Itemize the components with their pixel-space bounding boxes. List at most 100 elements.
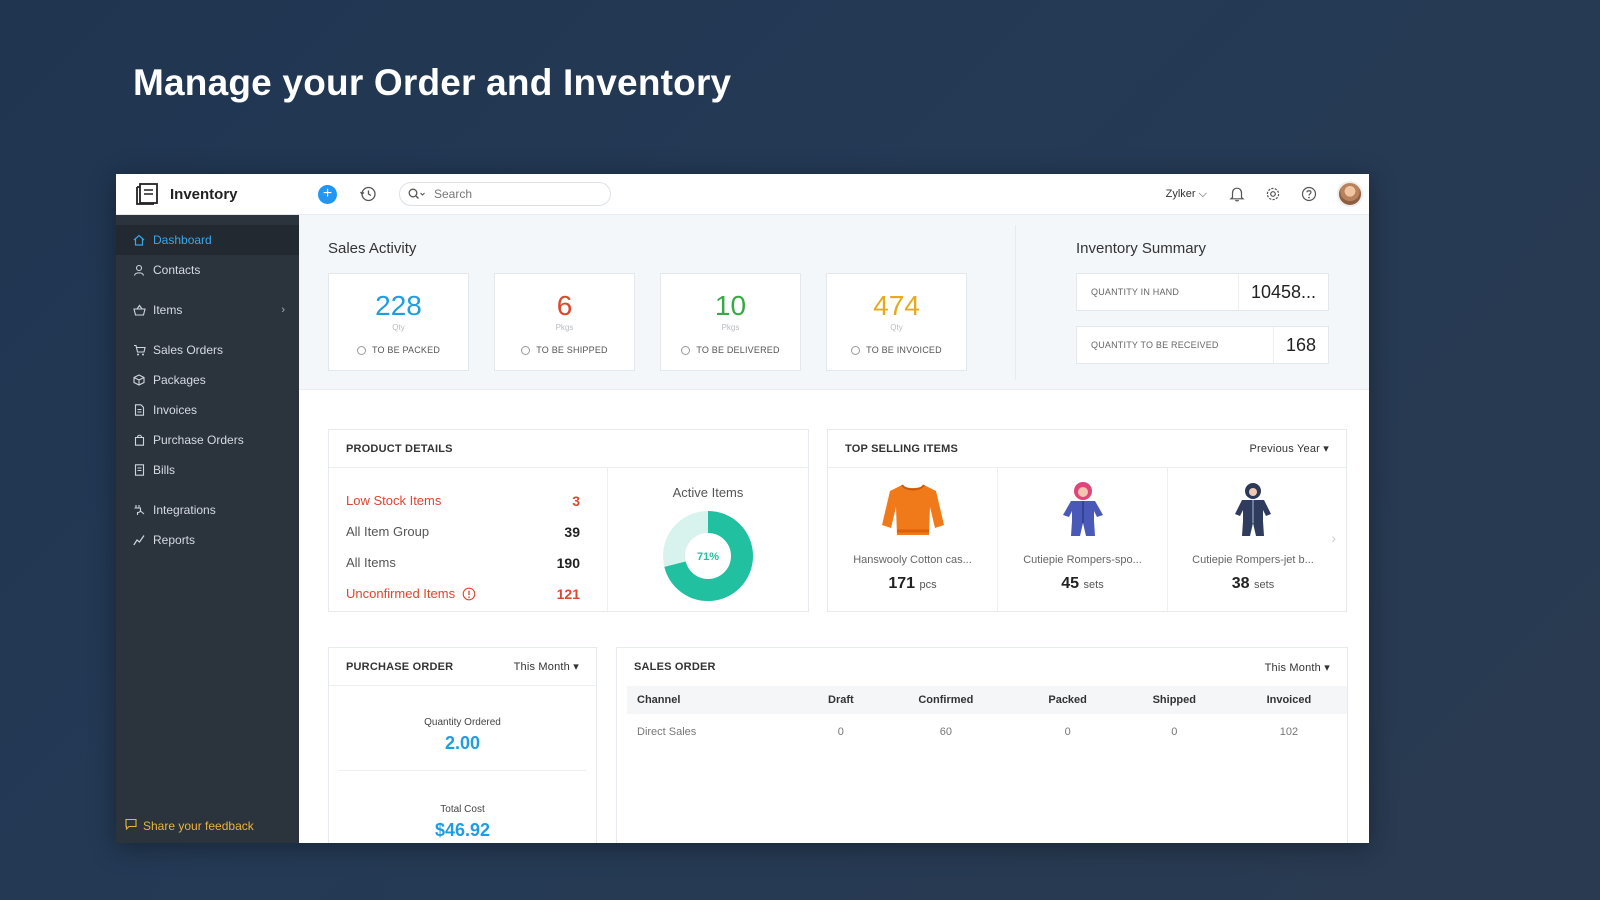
panel-title: PRODUCT DETAILS (346, 442, 453, 455)
item-qty: 171 (888, 575, 916, 592)
summary-value: 10458... (1237, 274, 1328, 310)
sidebar-item-reports[interactable]: Reports (116, 525, 299, 555)
plug-icon (132, 503, 146, 517)
info-icon (462, 587, 476, 600)
period-label: This Month (1264, 661, 1321, 674)
all-items-row[interactable]: All Items 190 (346, 547, 580, 578)
item-unit: pcs (919, 579, 937, 591)
row-label: All Item Group (346, 524, 430, 539)
card-label-row: TO BE DELIVERED (661, 345, 800, 355)
period-label: Previous Year (1249, 443, 1320, 455)
top-item-card[interactable]: Cutiepie Rompers-jet b... 38 sets (1168, 468, 1338, 611)
brand[interactable]: Inventory (116, 174, 299, 215)
product-details-panel: PRODUCT DETAILS Low Stock Items 3 All Ite… (328, 429, 809, 612)
donut-arc (663, 511, 753, 601)
item-qty-row: 38 sets (1168, 575, 1338, 593)
chevron-down-icon: ⌵ (1198, 187, 1207, 200)
inventory-summary-title: Inventory Summary (1076, 240, 1207, 257)
sidebar-item-label: Integrations (153, 503, 216, 517)
chevron-right-icon[interactable]: › (1331, 530, 1336, 546)
sidebar-item-integrations[interactable]: Integrations (116, 495, 299, 525)
sidebar-item-label: Items (153, 303, 183, 317)
table-cell: 102 (1279, 726, 1299, 738)
card-label: TO BE SHIPPED (536, 345, 608, 355)
quantity-in-hand-row: QUANTITY IN HAND 10458... (1076, 273, 1329, 311)
item-qty: 38 (1231, 575, 1250, 592)
plus-icon: + (322, 185, 333, 202)
cart-icon (132, 343, 146, 357)
period-dropdown[interactable]: This Month ▾ (1265, 661, 1330, 674)
to-be-delivered-card[interactable]: 10 Pkgs TO BE DELIVERED (660, 273, 801, 371)
bag-icon (132, 433, 146, 447)
top-item-card[interactable]: Cutiepie Rompers-spo... 45 sets (998, 468, 1168, 611)
low-stock-items-row[interactable]: Low Stock Items 3 (346, 485, 580, 516)
column-header: Draft (807, 686, 875, 714)
table-cell: 0 (1064, 726, 1071, 738)
nav-gap (116, 325, 299, 335)
row-value: 121 (556, 585, 580, 602)
org-switcher[interactable]: Zylker ⌵ (1166, 188, 1207, 201)
period-dropdown[interactable]: Previous Year ▾ (1250, 442, 1329, 455)
caret-down-icon: ▾ (1323, 443, 1329, 455)
card-value: 228 (375, 290, 422, 321)
card-value: 474 (873, 290, 920, 321)
romper-icon (1062, 482, 1103, 536)
org-name: Zylker (1165, 187, 1196, 200)
feedback-icon (125, 818, 137, 833)
notifications-button[interactable] (1229, 186, 1245, 202)
sidebar-item-invoices[interactable]: Invoices (116, 395, 299, 425)
all-item-group-row[interactable]: All Item Group 39 (346, 516, 580, 547)
column-header: Invoiced (1230, 686, 1347, 714)
active-items-title: Active Items (672, 485, 744, 500)
item-name: Cutiepie Rompers-jet b... (1192, 554, 1314, 566)
table-cell: 0 (837, 726, 844, 738)
product-image (828, 480, 997, 540)
quick-create-button[interactable]: + (318, 184, 337, 204)
top-item-card[interactable]: Hanswooly Cotton cas... 171 pcs (828, 468, 998, 611)
purchase-order-body: Quantity Ordered 2.00 Total Cost $46.92 (329, 717, 596, 841)
item-qty: 45 (1061, 575, 1080, 592)
item-name: Cutiepie Rompers-spo... (1023, 554, 1142, 566)
search-input[interactable] (434, 187, 594, 201)
sidebar-item-contacts[interactable]: Contacts (116, 255, 299, 285)
purchase-order-panel: PURCHASE ORDER This Month ▾ Quantity Ord… (328, 647, 597, 843)
unconfirmed-items-row[interactable]: Unconfirmed Items 121 (346, 578, 580, 609)
to-be-packed-card[interactable]: 228 Qty TO BE PACKED (328, 273, 469, 371)
inventory-logo-icon (136, 183, 158, 205)
sidebar-item-dashboard[interactable]: Dashboard (116, 225, 299, 255)
sidebar-item-packages[interactable]: Packages (116, 365, 299, 395)
sidebar-item-label: Reports (153, 533, 196, 547)
period-dropdown[interactable]: This Month ▾ (514, 660, 579, 673)
column-header: Packed (1017, 686, 1118, 714)
nav-gap (116, 485, 299, 495)
to-be-shipped-card[interactable]: 6 Pkgs TO BE SHIPPED (494, 273, 635, 371)
settings-button[interactable] (1265, 186, 1281, 202)
status-circle-icon (681, 345, 691, 355)
table-row[interactable]: Direct Sales 0 60 0 0 102 (627, 714, 1347, 750)
row-value: 39 (564, 523, 580, 540)
caret-down-icon: ▾ (573, 661, 579, 673)
sidebar-item-items[interactable]: Items › (116, 295, 299, 325)
sidebar-item-sales-orders[interactable]: Sales Orders (116, 335, 299, 365)
user-avatar[interactable] (1337, 181, 1363, 207)
help-button[interactable] (1301, 186, 1317, 202)
column-header: Shipped (1117, 686, 1231, 714)
sidebar-item-label: Sales Orders (153, 343, 224, 357)
card-label-row: TO BE PACKED (329, 345, 468, 355)
recent-history-button[interactable] (359, 185, 377, 203)
sales-order-panel: SALES ORDER This Month ▾ Channel Draft C… (616, 647, 1348, 843)
table-header-row: Channel Draft Confirmed Packed Shipped I… (627, 686, 1347, 714)
total-cost-label: Total Cost (440, 804, 485, 815)
package-icon (132, 373, 146, 387)
period-label: This Month (513, 661, 570, 673)
card-label: TO BE PACKED (371, 345, 441, 355)
sidebar-item-purchase-orders[interactable]: Purchase Orders (116, 425, 299, 455)
row-value: 3 (572, 492, 580, 509)
search-box[interactable] (399, 182, 611, 206)
panel-divider (607, 468, 608, 611)
sidebar-item-bills[interactable]: Bills (116, 455, 299, 485)
item-name: Hanswooly Cotton cas... (853, 554, 972, 566)
topbar: + Zylker ⌵ (299, 174, 1369, 215)
to-be-invoiced-card[interactable]: 474 Qty TO BE INVOICED (826, 273, 967, 371)
share-feedback-link[interactable]: Share your feedback (125, 818, 254, 833)
